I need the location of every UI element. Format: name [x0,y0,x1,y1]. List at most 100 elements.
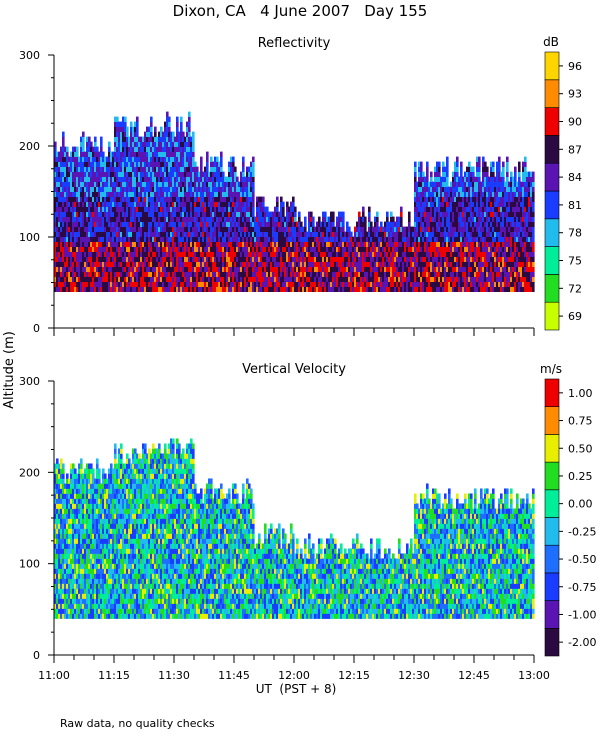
heatmap-cell [198,246,201,252]
heatmap-cell [312,281,315,287]
heatmap-cell [72,226,75,232]
heatmap-cell [444,201,447,207]
heatmap-cell [434,266,437,272]
heatmap-cell [230,211,233,217]
heatmap-cell [238,211,241,217]
heatmap-cell [210,206,213,212]
heatmap-cell [164,126,167,132]
heatmap-cell [454,216,457,222]
heatmap-cell [194,271,197,277]
heatmap-cell [150,161,153,167]
heatmap-cell [98,151,101,157]
heatmap-cell [188,276,191,282]
heatmap-cell [116,186,119,192]
heatmap-cell [430,181,433,187]
heatmap-cell [258,251,261,257]
heatmap-cell [344,281,347,287]
heatmap-cell [140,186,143,192]
heatmap-cell [394,266,397,272]
heatmap-cell [256,196,259,202]
heatmap-cell [238,226,241,232]
heatmap-cell [314,256,317,262]
heatmap-cell [92,201,95,207]
heatmap-cell [108,151,111,157]
heatmap-cell [126,231,129,237]
heatmap-cell [280,251,283,257]
heatmap-cell [84,201,87,207]
heatmap-cell [428,191,431,197]
heatmap-cell [406,251,409,257]
heatmap-cell [240,256,243,262]
heatmap-cell [310,261,313,267]
heatmap-cell [294,281,297,287]
heatmap-cell [464,186,467,192]
heatmap-cell [148,151,151,157]
heatmap-cell [144,181,147,187]
heatmap-cell [54,191,57,197]
heatmap-cell [452,286,455,292]
heatmap-cell [474,286,477,292]
heatmap-cell [212,161,215,167]
heatmap-cell [184,281,187,287]
heatmap-cell [258,266,261,272]
heatmap-cell [106,211,109,217]
heatmap-cell [94,256,97,262]
heatmap-cell [290,281,293,287]
heatmap-cell [164,271,167,277]
heatmap-cell [478,166,481,172]
heatmap-cell [474,226,477,232]
heatmap-cell [130,211,133,217]
heatmap-cell [192,251,195,257]
heatmap-cell [60,216,63,222]
heatmap-cell [158,221,161,227]
heatmap-cell [366,271,369,277]
heatmap-cell [246,226,249,232]
heatmap-cell [304,221,307,227]
heatmap-cell [456,196,459,202]
heatmap-cell [64,246,67,252]
heatmap-cell [332,281,335,287]
heatmap-cell [98,171,101,177]
heatmap-cell [100,281,103,287]
heatmap-cell [298,266,301,272]
heatmap-cell [86,141,89,147]
heatmap-cell [288,226,291,232]
heatmap-cell [306,231,309,237]
heatmap-cell [428,251,431,257]
heatmap-cell [344,251,347,257]
heatmap-cell [324,246,327,252]
heatmap-cell [124,191,127,197]
heatmap-cell [132,176,135,182]
heatmap-cell [68,186,71,192]
heatmap-cell [102,246,105,252]
heatmap-cell [124,271,127,277]
heatmap-cell [458,211,461,217]
heatmap-cell [136,236,139,242]
heatmap-cell [230,236,233,242]
heatmap-cell [58,236,61,242]
heatmap-cell [344,286,347,292]
heatmap-cell [234,216,237,222]
heatmap-cell [92,166,95,172]
heatmap-cell [190,256,193,262]
heatmap-cell [474,191,477,197]
heatmap-cell [286,231,289,237]
heatmap-cell [126,171,129,177]
heatmap-cell [380,246,383,252]
heatmap-cell [382,226,385,232]
heatmap-cell [412,241,415,247]
heatmap-cell [282,241,285,247]
heatmap-cell [110,241,113,247]
heatmap-cell [138,191,141,197]
heatmap-cell [100,166,103,172]
heatmap-cell [220,246,223,252]
heatmap-cell [76,196,79,202]
heatmap-cell [134,196,137,202]
heatmap-cell [440,176,443,182]
heatmap-cell [114,221,117,227]
heatmap-cell [474,201,477,207]
heatmap-cell [138,241,141,247]
heatmap-cell [254,261,257,267]
heatmap-cell [432,216,435,222]
heatmap-cell [226,281,229,287]
